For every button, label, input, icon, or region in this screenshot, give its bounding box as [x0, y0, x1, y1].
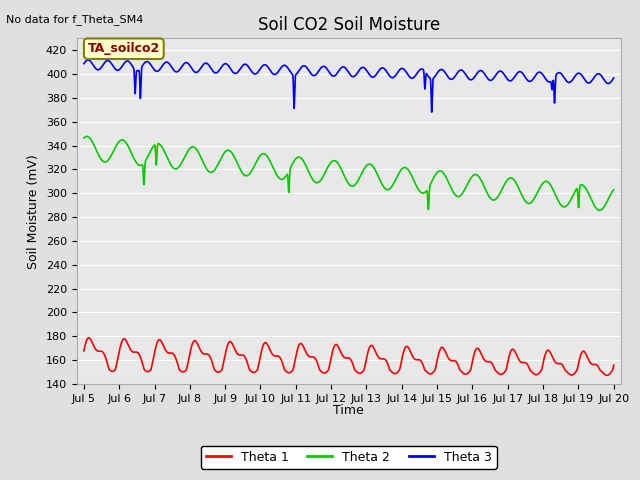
Theta 3 [543, 77, 550, 83]
Theta 1 [85, 335, 93, 341]
Text: TA_soilco2: TA_soilco2 [88, 42, 160, 55]
Theta 1 [141, 367, 148, 373]
Legend: Theta 1, Theta 2, Theta 3: Theta 1, Theta 2, Theta 3 [201, 445, 497, 468]
Y-axis label: Soil Moisture (mV): Soil Moisture (mV) [28, 154, 40, 269]
Line: Theta 3: Theta 3 [84, 60, 614, 112]
Theta 2 [284, 171, 291, 177]
Theta 2 [307, 172, 314, 178]
Theta 1 [172, 356, 180, 361]
Theta 1 [543, 348, 550, 354]
Theta 1 [600, 371, 607, 376]
Theta 2 [141, 173, 148, 179]
Theta 1 [603, 372, 611, 378]
Theta 3 [172, 69, 180, 75]
X-axis label: Time: Time [333, 404, 364, 417]
Title: Soil CO2 Soil Moisture: Soil CO2 Soil Moisture [258, 16, 440, 34]
Theta 2 [610, 187, 618, 193]
Line: Theta 1: Theta 1 [84, 338, 614, 375]
Theta 3 [428, 109, 436, 115]
Theta 3 [307, 70, 314, 75]
Line: Theta 2: Theta 2 [84, 136, 614, 210]
Theta 3 [610, 75, 618, 81]
Theta 2 [543, 179, 550, 184]
Theta 3 [80, 61, 88, 67]
Theta 1 [284, 369, 291, 375]
Theta 2 [600, 204, 607, 210]
Theta 3 [141, 60, 148, 66]
Theta 3 [84, 57, 92, 63]
Theta 3 [600, 76, 607, 82]
Theta 2 [80, 135, 88, 141]
Theta 2 [172, 166, 180, 172]
Theta 1 [80, 348, 88, 354]
Theta 2 [83, 133, 91, 139]
Theta 2 [596, 207, 604, 213]
Theta 1 [610, 362, 618, 368]
Text: No data for f_Theta_SM4: No data for f_Theta_SM4 [6, 14, 144, 25]
Theta 3 [284, 64, 291, 70]
Theta 1 [307, 354, 314, 360]
